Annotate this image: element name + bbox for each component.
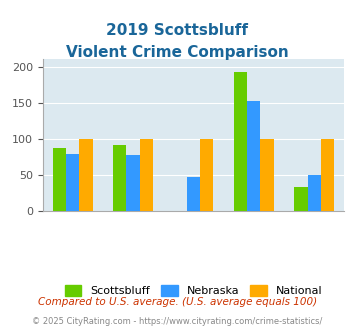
Bar <box>294 187 307 211</box>
Legend: Scottsbluff, Nebraska, National: Scottsbluff, Nebraska, National <box>60 280 327 301</box>
Bar <box>80 139 93 211</box>
Bar <box>113 146 126 211</box>
Bar <box>140 139 153 211</box>
Bar <box>187 177 200 211</box>
Bar <box>53 148 66 211</box>
Text: 2019 Scottsbluff: 2019 Scottsbluff <box>106 23 248 38</box>
Text: Violent Crime Comparison: Violent Crime Comparison <box>66 45 289 59</box>
Bar <box>261 139 274 211</box>
Bar <box>247 101 261 211</box>
Bar <box>126 155 140 211</box>
Bar <box>321 139 334 211</box>
Bar <box>234 72 247 211</box>
Text: Compared to U.S. average. (U.S. average equals 100): Compared to U.S. average. (U.S. average … <box>38 297 317 307</box>
Text: © 2025 CityRating.com - https://www.cityrating.com/crime-statistics/: © 2025 CityRating.com - https://www.city… <box>32 317 323 326</box>
Bar <box>307 175 321 211</box>
Bar <box>66 154 80 211</box>
Bar <box>200 139 213 211</box>
